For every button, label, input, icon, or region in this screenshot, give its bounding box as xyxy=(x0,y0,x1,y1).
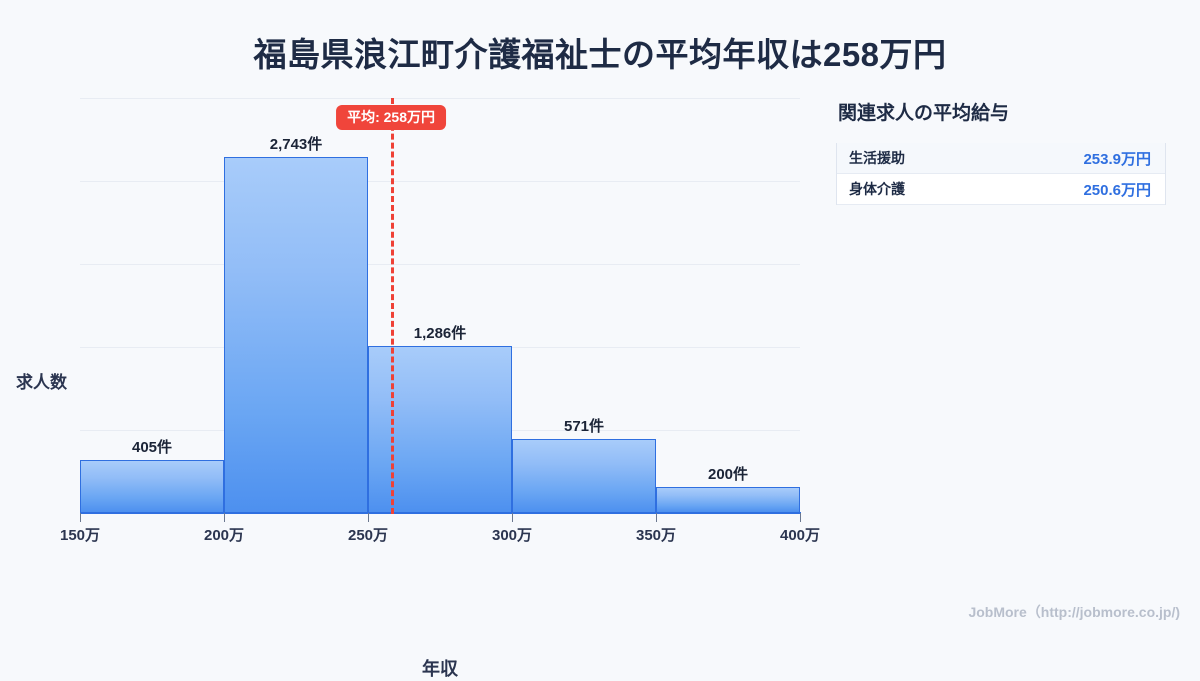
salary-row-name: 身体介護 xyxy=(849,181,905,197)
bar-value-label: 2,743件 xyxy=(269,136,323,154)
x-tick-mark xyxy=(656,513,657,522)
x-axis-title: 年収 xyxy=(422,659,458,679)
y-axis-title: 求人数 xyxy=(16,373,67,392)
x-tick-label: 300万 xyxy=(491,527,533,544)
page-title: 福島県浪江町介護福祉士の平均年収は258万円 xyxy=(253,36,947,73)
bar-250万-300万[interactable] xyxy=(368,346,512,513)
bar-value-label: 405件 xyxy=(131,439,173,457)
x-tick-label: 250万 xyxy=(347,527,389,544)
bar-value-label: 571件 xyxy=(563,417,605,435)
bar-150万-200万[interactable] xyxy=(80,460,224,513)
bar-value-label: 1,286件 xyxy=(413,325,467,343)
x-tick-label: 150万 xyxy=(59,527,101,544)
bar-value-label: 200件 xyxy=(707,466,749,484)
related-salary-panel: 関連求人の平均給与 生活援助 253.9万円身体介護 250.6万円 xyxy=(836,98,1166,205)
gridline xyxy=(80,264,800,265)
gridline xyxy=(80,181,800,182)
x-tick-label: 200万 xyxy=(203,527,245,544)
x-axis-line xyxy=(80,512,801,514)
x-tick-label: 400万 xyxy=(779,527,821,544)
x-tick-label: 350万 xyxy=(635,527,677,544)
salary-row-value: 253.9万円 xyxy=(1083,150,1151,168)
footer-watermark: JobMore（http://jobmore.co.jp/) xyxy=(968,604,1180,620)
x-tick-mark xyxy=(368,513,369,522)
side-panel-title: 関連求人の平均給与 xyxy=(838,103,1010,124)
salary-row-value: 250.6万円 xyxy=(1083,181,1151,199)
x-tick-mark xyxy=(224,513,225,522)
bar-200万-250万[interactable] xyxy=(224,157,368,513)
average-badge: 平均: 258万円 xyxy=(336,105,446,130)
salary-row[interactable]: 身体介護 250.6万円 xyxy=(837,174,1165,205)
bar-300万-350万[interactable] xyxy=(512,438,656,513)
x-tick-mark xyxy=(512,513,513,522)
gridline xyxy=(80,98,800,99)
salary-table: 生活援助 253.9万円身体介護 250.6万円 xyxy=(836,143,1166,205)
bar-350万-400万[interactable] xyxy=(656,487,800,513)
salary-row-name: 生活援助 xyxy=(849,150,905,166)
chart-canvas: 求人数 年収 405件 2,743件 1,286件 571件 200件 150万 200万 2… xyxy=(0,90,830,679)
salary-row[interactable]: 生活援助 253.9万円 xyxy=(837,143,1165,174)
x-tick-mark xyxy=(80,513,81,522)
x-tick-mark xyxy=(800,513,801,522)
average-vline xyxy=(391,98,395,514)
